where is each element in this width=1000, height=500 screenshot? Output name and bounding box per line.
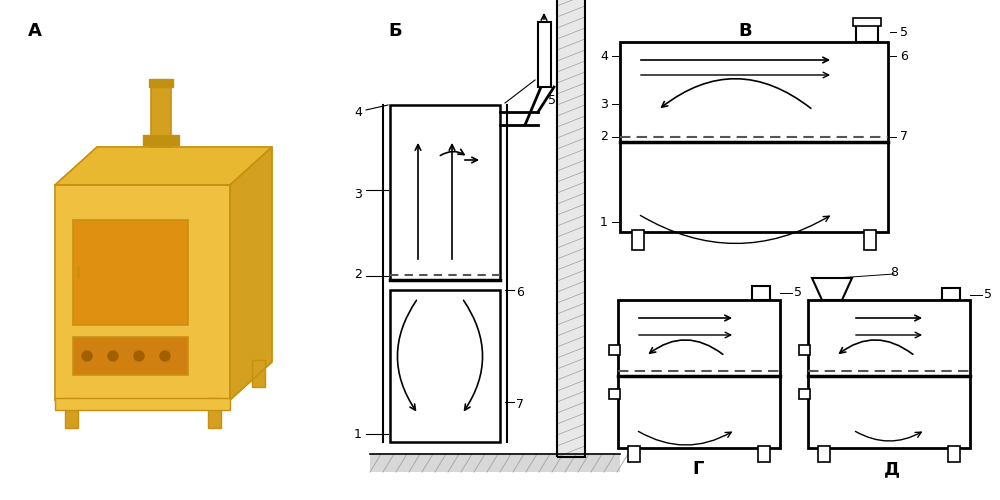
Bar <box>620 42 888 232</box>
Text: 5: 5 <box>794 286 802 300</box>
Bar <box>808 300 970 448</box>
Bar <box>948 446 960 462</box>
Text: 2: 2 <box>354 268 362 281</box>
Text: 3: 3 <box>354 188 362 202</box>
Text: 5: 5 <box>984 288 992 302</box>
Bar <box>799 345 810 355</box>
Bar <box>390 105 500 280</box>
Circle shape <box>82 351 92 361</box>
Text: 6: 6 <box>516 286 524 298</box>
Bar <box>856 24 878 42</box>
Polygon shape <box>55 147 272 185</box>
Text: 5: 5 <box>900 26 908 38</box>
Text: 1: 1 <box>354 428 362 440</box>
Circle shape <box>134 351 144 361</box>
Bar <box>752 286 770 300</box>
Bar <box>818 446 830 462</box>
Text: 1: 1 <box>600 216 608 228</box>
Bar <box>799 389 810 399</box>
Bar <box>538 22 551 87</box>
Bar <box>632 230 644 250</box>
Bar <box>758 446 770 462</box>
Bar <box>557 0 585 457</box>
Bar <box>557 0 585 457</box>
Circle shape <box>108 351 118 361</box>
Bar <box>609 345 620 355</box>
Bar <box>942 288 960 300</box>
Text: 7: 7 <box>516 398 524 410</box>
Text: 2: 2 <box>600 130 608 143</box>
Bar <box>618 300 780 448</box>
Text: 8: 8 <box>890 266 898 278</box>
Bar <box>390 290 500 442</box>
Text: В: В <box>738 22 752 40</box>
Text: 3: 3 <box>600 98 608 110</box>
Bar <box>151 82 171 147</box>
Bar <box>208 398 221 428</box>
Bar <box>853 18 881 26</box>
Bar <box>864 230 876 250</box>
Polygon shape <box>230 147 272 400</box>
Text: 4: 4 <box>600 50 608 62</box>
Bar <box>55 185 230 400</box>
Text: 4: 4 <box>354 106 362 120</box>
Circle shape <box>160 351 170 361</box>
Text: 6: 6 <box>900 50 908 62</box>
Bar <box>252 360 265 387</box>
Text: Д: Д <box>884 460 900 478</box>
Bar <box>65 398 78 428</box>
Text: 7: 7 <box>900 130 908 143</box>
Text: Г: Г <box>692 460 704 478</box>
Bar <box>370 454 620 472</box>
Bar <box>143 135 179 145</box>
Bar <box>628 446 640 462</box>
Bar <box>73 220 188 325</box>
Polygon shape <box>812 278 852 300</box>
Bar <box>55 398 230 410</box>
Text: Б: Б <box>388 22 402 40</box>
Bar <box>73 337 188 375</box>
Text: А: А <box>28 22 42 40</box>
Bar <box>149 79 173 87</box>
Text: 5: 5 <box>548 94 556 106</box>
Bar <box>609 389 620 399</box>
